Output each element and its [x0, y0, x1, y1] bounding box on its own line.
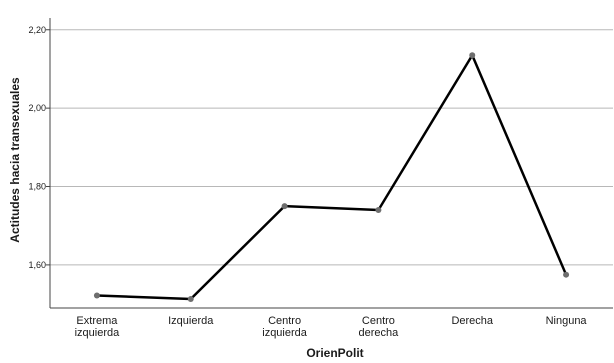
data-point: [187, 295, 194, 302]
y-tick-label: 2,20: [28, 25, 46, 35]
axes: [49, 18, 613, 309]
data-point: [563, 271, 570, 278]
x-axis-title: OrienPolit: [306, 346, 363, 360]
data-point: [375, 207, 382, 214]
data-point: [93, 292, 100, 299]
x-tick-labels: Extrema izquierda Izquierda Centro izquierda…: [75, 315, 588, 339]
series: [93, 52, 570, 302]
data-point: [281, 203, 288, 210]
y-tick-labels: 1,60 1,80 2,00 2,20: [28, 25, 50, 270]
data-point: [469, 52, 476, 59]
y-tick-label: 1,60: [28, 260, 46, 270]
y-axis-title: Actitudes hacia transexuales: [8, 77, 22, 243]
y-tick-label: 2,00: [28, 103, 46, 113]
y-tick-label: 1,80: [28, 182, 46, 192]
x-tick-label: Centro derecha: [359, 315, 400, 339]
x-tick-label: Izquierda: [168, 315, 214, 327]
series-line: [96, 53, 568, 301]
x-tick-label: Derecha: [451, 315, 493, 327]
gridlines: [50, 29, 613, 266]
x-tick-label: Ninguna: [546, 315, 588, 327]
x-tick-label: Extrema izquierda: [75, 315, 121, 339]
x-tick-label: Centro izquierda: [262, 315, 308, 339]
